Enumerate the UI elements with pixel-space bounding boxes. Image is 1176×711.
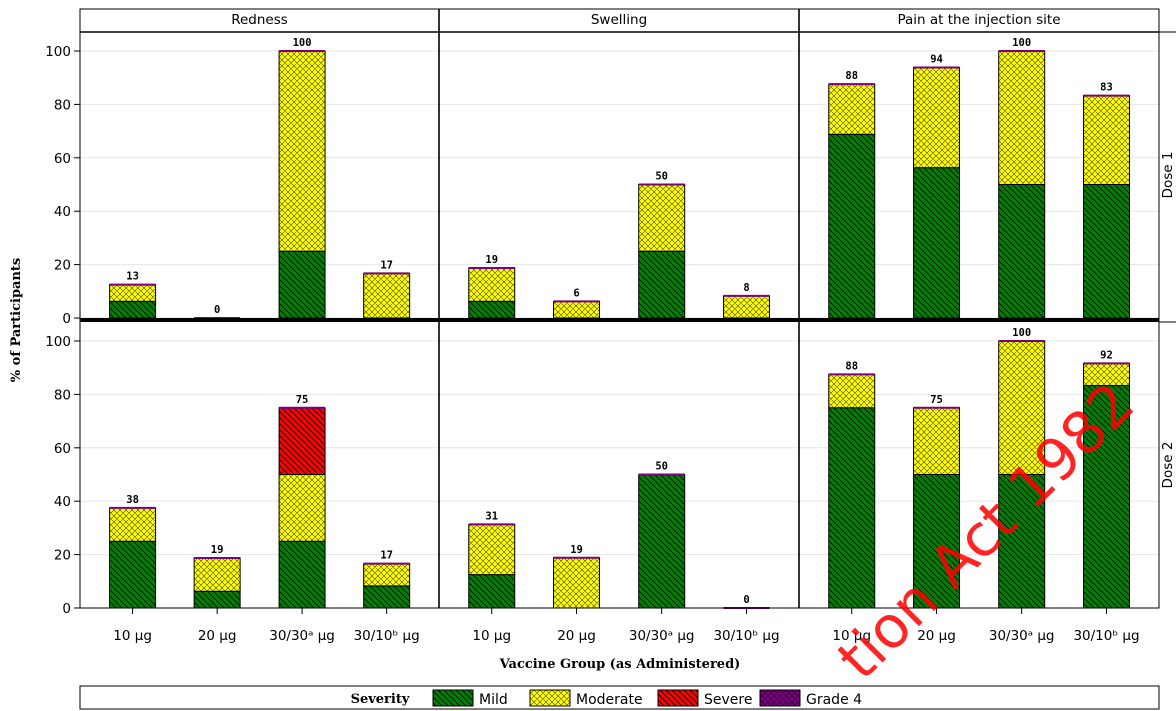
x-tick-label: 30/10ᵇ µg [713, 628, 779, 644]
bar-pattern [110, 285, 156, 302]
x-tick-label: 20 µg [198, 628, 237, 644]
bar-pattern [110, 301, 156, 318]
row-label: Dose 1 [1160, 152, 1176, 199]
bar-pattern [364, 564, 410, 586]
legend-title: Severity [351, 692, 410, 707]
bar-pattern [554, 558, 600, 608]
data-label: 83 [1100, 82, 1113, 94]
bar-pattern [829, 134, 875, 318]
bar-pattern [999, 51, 1045, 185]
bar-pattern [1084, 185, 1130, 319]
bar-pattern [914, 168, 960, 318]
bar-pattern [829, 374, 875, 407]
bar-pattern [1084, 96, 1130, 185]
bar-pattern [110, 508, 156, 541]
y-tick-label: 100 [45, 334, 71, 350]
data-label: 0 [214, 304, 220, 316]
x-tick-label: 20 µg [557, 628, 596, 644]
x-tick-label: 10 µg [472, 628, 511, 644]
data-label: 50 [655, 461, 668, 473]
bar-pattern [639, 185, 685, 252]
data-label: 13 [126, 271, 139, 283]
bar-pattern [279, 251, 325, 318]
data-label: 19 [570, 544, 583, 556]
bar-pattern [469, 575, 515, 608]
column-title: Redness [231, 12, 288, 28]
data-label: 31 [485, 510, 498, 522]
data-label: 94 [930, 54, 943, 66]
data-label: 100 [293, 37, 312, 49]
data-label: 19 [211, 544, 224, 556]
y-tick-label: 60 [54, 151, 71, 167]
data-label: 75 [296, 394, 309, 406]
bar-pattern [469, 524, 515, 574]
data-label: 17 [380, 550, 393, 562]
y-tick-label: 80 [54, 387, 71, 403]
x-tick-label: 30/30ᵃ µg [269, 628, 335, 644]
bar-pattern [279, 541, 325, 608]
row-label: Dose 2 [1160, 442, 1176, 489]
x-tick-label: 30/10ᵇ µg [1073, 628, 1139, 644]
bar-pattern [194, 591, 240, 608]
y-tick-label: 60 [54, 441, 71, 457]
data-label: 38 [126, 494, 139, 506]
data-label: 17 [380, 259, 393, 271]
bar-pattern [914, 68, 960, 168]
legend-label: Mild [479, 692, 508, 708]
data-label: 50 [655, 171, 668, 183]
bar-pattern [194, 558, 240, 591]
x-tick-label: 30/10ᵇ µg [354, 628, 420, 644]
legend-label: Moderate [576, 692, 643, 708]
legend-label: Severe [704, 692, 752, 708]
data-label: 0 [743, 594, 749, 606]
data-label: 100 [1012, 37, 1031, 49]
legend-label: Grade 4 [806, 692, 862, 708]
data-label: 6 [573, 287, 579, 299]
legend-swatch-pattern [433, 690, 473, 706]
bar-pattern [110, 541, 156, 608]
bar-pattern [279, 475, 325, 542]
bar-pattern [829, 408, 875, 608]
y-axis-title: % of Participants [9, 258, 24, 382]
bar-pattern [469, 268, 515, 301]
x-tick-label: 10 µg [113, 628, 152, 644]
data-label: 19 [485, 254, 498, 266]
y-tick-label: 0 [62, 311, 71, 327]
y-tick-label: 0 [62, 601, 71, 617]
legend-swatch-pattern [760, 690, 800, 706]
data-label: 8 [743, 282, 749, 294]
bar-pattern [999, 185, 1045, 319]
data-label: 88 [845, 360, 858, 372]
data-label: 100 [1012, 327, 1031, 339]
bar-pattern [554, 301, 600, 318]
x-tick-label: 30/30ᵃ µg [629, 628, 695, 644]
x-axis-title: Vaccine Group (as Administered) [499, 657, 741, 672]
legend-swatch-pattern [658, 690, 698, 706]
bar-pattern [639, 475, 685, 609]
bar-pattern [724, 296, 770, 318]
bar-pattern [279, 408, 325, 475]
bar-pattern [469, 301, 515, 318]
bar-pattern [914, 408, 960, 475]
x-tick-label: 30/30ᵃ µg [989, 628, 1055, 644]
y-tick-label: 40 [54, 204, 71, 220]
bar-pattern [364, 273, 410, 318]
bar-pattern [829, 84, 875, 134]
column-title: Swelling [591, 12, 647, 28]
data-label: 75 [930, 394, 943, 406]
y-tick-label: 20 [54, 258, 71, 274]
data-label: 88 [845, 70, 858, 82]
bar-pattern [364, 586, 410, 608]
y-tick-label: 80 [54, 97, 71, 113]
legend-swatch-pattern [530, 690, 570, 706]
y-tick-label: 100 [45, 44, 71, 60]
bar-pattern [279, 51, 325, 251]
column-title: Pain at the injection site [897, 12, 1060, 28]
data-label: 92 [1100, 349, 1113, 361]
bar-pattern [639, 251, 685, 318]
y-tick-label: 20 [54, 548, 71, 564]
y-tick-label: 40 [54, 494, 71, 510]
